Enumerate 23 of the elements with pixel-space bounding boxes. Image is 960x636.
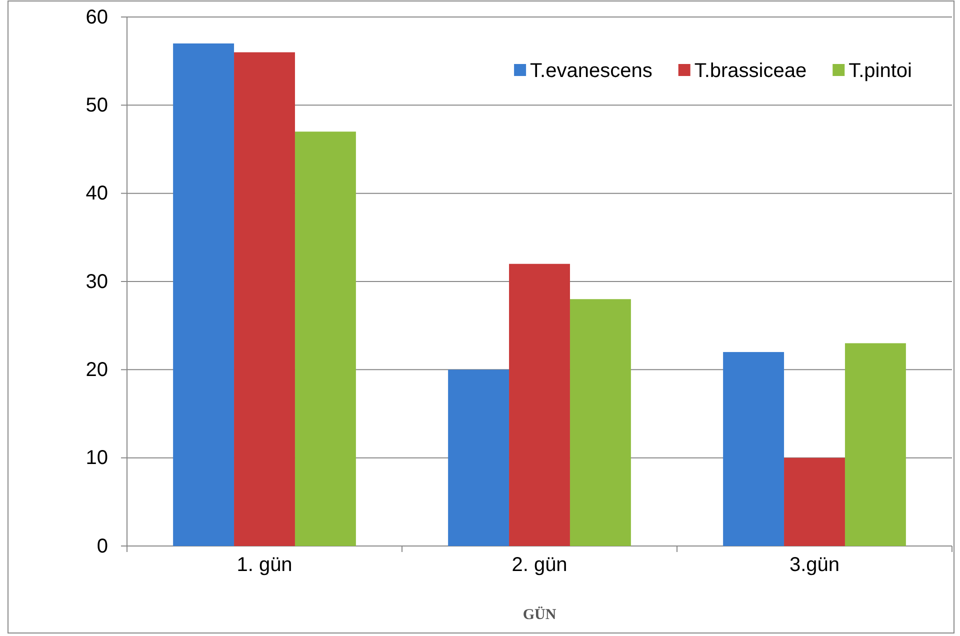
bar (173, 43, 234, 546)
y-tick-label: 30 (86, 270, 108, 293)
legend-label: T.evanescens (530, 60, 652, 82)
bar (570, 299, 631, 546)
x-tick-label: 2. gün (512, 554, 568, 576)
y-tick-label: 60 (86, 6, 108, 28)
bar (448, 370, 510, 546)
legend-label: T.brassiceae (694, 60, 807, 82)
bar (234, 52, 295, 546)
bar (723, 352, 784, 546)
legend-label: T.pintoi (848, 60, 912, 82)
x-axis-title: GÜN (522, 606, 556, 623)
y-tick-label: 20 (86, 359, 108, 382)
bar (509, 264, 570, 546)
y-tick-label: 50 (86, 94, 108, 117)
bar (784, 458, 845, 546)
x-tick-label: 3.gün (789, 554, 840, 576)
bar (844, 343, 906, 546)
x-tick-label: 1. gün (236, 554, 292, 576)
y-tick-label: 10 (86, 447, 108, 470)
bar (294, 132, 356, 546)
y-tick-label: 0 (96, 535, 108, 558)
y-tick-label: 40 (86, 182, 108, 205)
